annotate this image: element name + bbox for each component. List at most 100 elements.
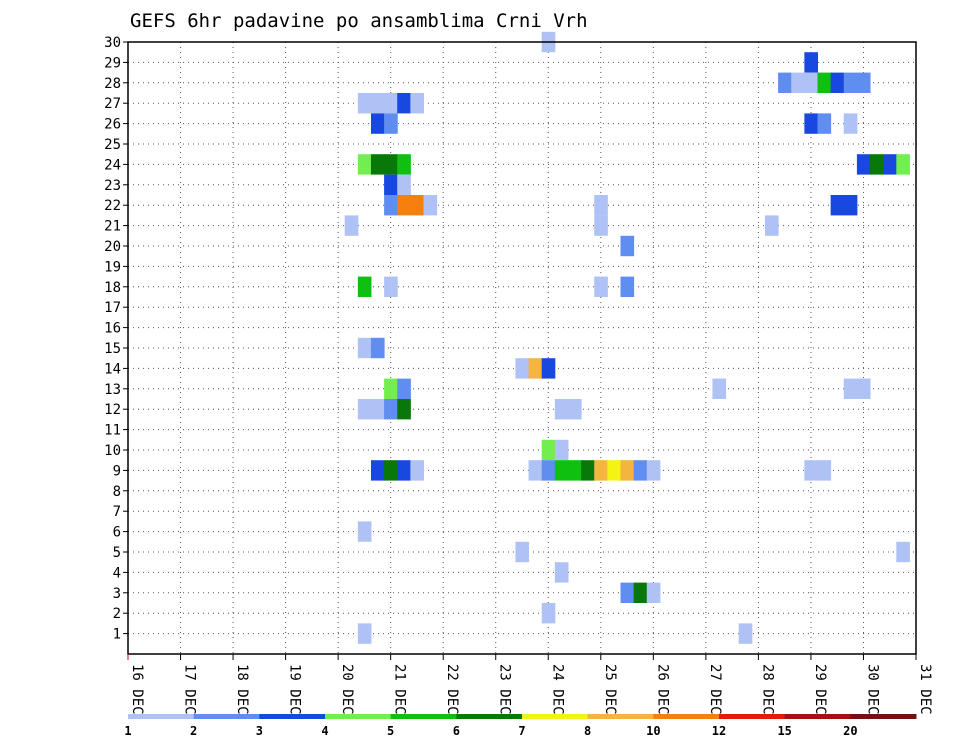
legend-swatch <box>587 714 654 719</box>
precip-cell <box>541 358 556 379</box>
precip-cell <box>370 93 385 114</box>
precip-cell <box>397 93 411 114</box>
legend-label: 3 <box>256 724 263 738</box>
precip-cell <box>856 72 871 93</box>
precip-cell <box>843 378 858 399</box>
precip-cell <box>804 72 818 93</box>
precip-cell <box>384 460 398 481</box>
y-tick-label: 7 <box>113 504 121 520</box>
precip-cell <box>554 399 569 420</box>
precip-cell <box>633 582 648 603</box>
y-tick-label: 30 <box>104 35 121 51</box>
y-tick-label: 15 <box>104 341 121 357</box>
y-tick-label: 26 <box>104 117 121 133</box>
precip-cell <box>370 154 385 175</box>
precip-cell <box>620 276 635 297</box>
legend-label: 6 <box>453 724 460 738</box>
x-tick-label: 22 DEC <box>444 664 460 715</box>
precip-cell <box>594 276 608 297</box>
precip-cell <box>843 72 858 93</box>
y-tick-label: 12 <box>104 402 121 418</box>
y-tick-label: 28 <box>104 76 121 92</box>
y-tick-label: 10 <box>104 443 121 459</box>
legend-swatch <box>193 714 260 719</box>
x-tick-label: 21 DEC <box>392 664 408 715</box>
precip-cell <box>856 154 871 175</box>
precip-cell <box>384 154 398 175</box>
precip-cell <box>384 276 398 297</box>
precip-cell <box>397 378 411 399</box>
precip-cell <box>410 93 424 114</box>
y-tick-label: 4 <box>113 565 121 581</box>
precip-cell <box>567 399 582 420</box>
precip-cell <box>567 460 582 481</box>
legend-label: 20 <box>843 724 857 738</box>
precip-cell <box>883 154 897 175</box>
x-tick-label: 26 DEC <box>654 664 670 715</box>
y-tick-label: 21 <box>104 219 121 235</box>
precip-cell <box>594 195 608 216</box>
precip-cell <box>764 215 779 236</box>
precip-cell <box>541 460 556 481</box>
y-tick-label: 14 <box>104 361 121 377</box>
precip-cell <box>541 439 556 461</box>
y-tick-label: 1 <box>113 627 121 643</box>
y-tick-label: 3 <box>113 586 121 602</box>
y-tick-label: 5 <box>113 545 121 561</box>
precip-cell <box>357 93 372 114</box>
x-tick-label: 29 DEC <box>812 664 828 715</box>
y-tick-label: 19 <box>104 259 121 275</box>
precip-cell <box>830 72 845 93</box>
precip-cell <box>804 113 818 134</box>
precip-cell <box>712 378 727 399</box>
y-tick-label: 20 <box>104 239 121 255</box>
precip-cell <box>397 399 411 420</box>
x-tick-label: 25 DEC <box>602 664 618 715</box>
precip-cell <box>738 623 753 644</box>
precip-cell <box>817 72 832 93</box>
precip-cell <box>357 623 372 644</box>
precip-cell <box>817 113 832 134</box>
x-tick-label: 16 DEC <box>129 664 145 715</box>
precip-cell <box>528 358 543 379</box>
y-tick-label: 29 <box>104 55 121 71</box>
y-tick-label: 6 <box>113 525 121 541</box>
precip-cell <box>410 460 424 481</box>
y-tick-label: 25 <box>104 137 121 153</box>
legend-swatch <box>325 714 392 719</box>
x-tick-label: 28 DEC <box>759 664 775 715</box>
precip-cell <box>778 72 792 93</box>
precip-cell <box>357 154 372 175</box>
legend-swatch <box>850 714 917 719</box>
precip-cell <box>384 195 398 216</box>
precip-cell <box>423 195 438 216</box>
y-tick-label: 13 <box>104 382 121 398</box>
x-axis: 16 DEC 17 DEC 18 DEC 19 DEC 20 DEC 21 DEC 22 D… <box>127 654 933 715</box>
x-tick-label: 30 DEC <box>864 664 880 715</box>
precip-cell <box>554 562 569 583</box>
legend-label: 5 <box>387 724 394 738</box>
precip-cell <box>896 541 910 563</box>
precip-cell <box>554 460 569 481</box>
precip-cell <box>817 460 832 481</box>
precip-cell <box>830 195 845 216</box>
grid-lines <box>128 42 916 654</box>
precip-cell <box>633 460 648 481</box>
legend-label: 8 <box>584 724 591 738</box>
precip-cell <box>896 154 910 175</box>
precip-cell <box>515 541 530 563</box>
y-tick-label: 9 <box>113 463 121 479</box>
precip-cell <box>397 195 411 216</box>
legend-swatch <box>784 714 851 719</box>
precip-cell <box>646 460 661 481</box>
y-tick-label: 16 <box>104 321 121 337</box>
precip-cell <box>791 72 805 93</box>
legend-swatch <box>456 714 523 719</box>
precip-cell <box>620 460 635 481</box>
y-tick-label: 27 <box>104 96 121 112</box>
y-tick-label: 17 <box>104 300 121 316</box>
precip-cell <box>843 195 858 216</box>
y-tick-label: 2 <box>113 606 121 622</box>
precip-cell <box>357 521 372 542</box>
